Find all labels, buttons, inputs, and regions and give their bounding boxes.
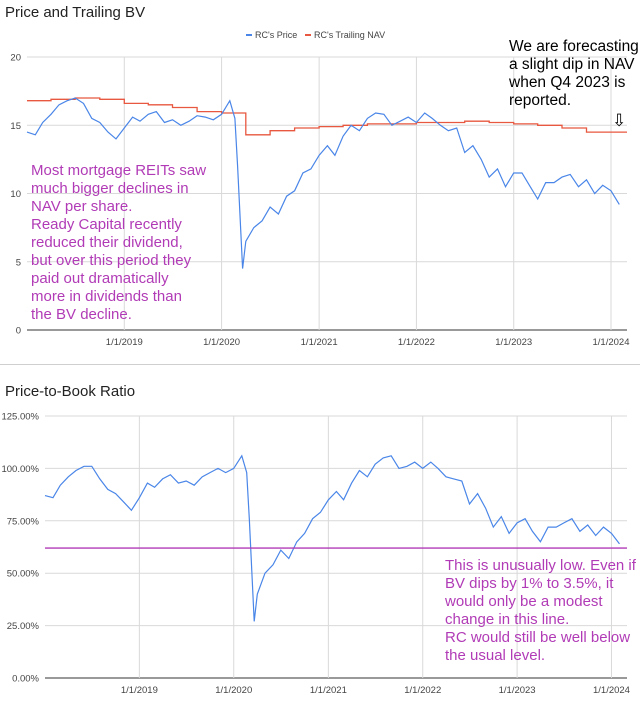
note1-line-3: NAV per share. <box>31 198 132 215</box>
reit-note-annotation: Most mortgage REITs saw much bigger decl… <box>31 162 206 323</box>
c2-y-tick-label: 0.00% <box>12 674 39 685</box>
chart2-gridlines <box>45 415 627 679</box>
forecast-annotation: We are forecasting a slight dip in NAV w… <box>508 38 639 109</box>
nav-series-line <box>27 97 627 136</box>
c2-y-tick-label: 125.00% <box>1 412 39 423</box>
forecast-line-4: reported. <box>509 92 571 109</box>
note2-line-2: BV dips by 1% to 3.5%, it <box>445 575 614 592</box>
c1-x-tick-label: 1/1/2023 <box>495 337 532 348</box>
c2-y-tick-label: 25.00% <box>7 621 40 632</box>
forecast-line-2: a slight dip in NAV <box>509 56 635 73</box>
c1-y-tick-label: 15 <box>10 121 21 132</box>
c1-y-tick-label: 20 <box>10 53 21 64</box>
c1-x-tick-label: 1/1/2022 <box>398 337 435 348</box>
note1-line-7: paid out dramatically <box>31 270 169 287</box>
c2-x-tick-label: 1/1/2022 <box>404 685 441 696</box>
c2-y-tick-label: 75.00% <box>7 516 40 527</box>
chart2-title: Price-to-Book Ratio <box>5 383 135 400</box>
c1-y-tick-label: 5 <box>16 257 21 268</box>
note1-line-9: the BV decline. <box>31 306 132 323</box>
price-to-book-chart: Price-to-Book Ratio 0.00% 25.00% 50.00% 75.… <box>1 383 636 696</box>
down-arrow-icon: ⇩ <box>612 111 626 130</box>
forecast-line-1: We are forecasting <box>509 38 639 55</box>
c2-x-tick-label: 1/1/2023 <box>499 685 536 696</box>
note1-line-6: but over this period they <box>31 252 192 269</box>
forecast-line-3: when Q4 2023 is <box>508 74 626 91</box>
note2-line-3: would only be a modest <box>444 593 603 610</box>
note1-line-1: Most mortgage REITs saw <box>31 162 206 179</box>
c1-x-tick-label: 1/1/2020 <box>203 337 240 348</box>
chart-divider <box>0 364 640 365</box>
c1-x-tick-label: 1/1/2021 <box>301 337 338 348</box>
chart1-title: Price and Trailing BV <box>5 4 145 21</box>
chart1-legend: RC's Price RC's Trailing NAV <box>246 30 385 40</box>
c1-y-tick-label: 10 <box>10 189 21 200</box>
chart1-y-tick-labels: 0 5 10 15 20 <box>10 53 21 337</box>
chart2-x-tick-labels: 1/1/2019 1/1/2020 1/1/2021 1/1/2022 1/1/2023… <box>121 685 630 696</box>
note2-line-1: This is unusually low. Even if <box>445 557 637 574</box>
note2-line-5: RC would still be well below <box>445 629 630 646</box>
note2-line-4: change in this line. <box>445 611 569 628</box>
c2-x-tick-label: 1/1/2021 <box>310 685 347 696</box>
c1-x-tick-label: 1/1/2024 <box>593 337 630 348</box>
note1-line-4: Ready Capital recently <box>31 216 182 233</box>
note1-line-8: more in dividends than <box>31 288 182 305</box>
chart2-y-tick-labels: 0.00% 25.00% 50.00% 75.00% 100.00% 125.00% <box>1 412 39 685</box>
note1-line-5: reduced their dividend, <box>31 234 183 251</box>
c2-x-tick-label: 1/1/2024 <box>593 685 630 696</box>
c2-y-tick-label: 100.00% <box>1 464 39 475</box>
legend-nav-label: RC's Trailing NAV <box>314 30 385 40</box>
c2-x-tick-label: 1/1/2019 <box>121 685 158 696</box>
legend-price-label: RC's Price <box>255 30 297 40</box>
c1-y-tick-label: 0 <box>16 326 21 337</box>
c2-x-tick-label: 1/1/2020 <box>215 685 252 696</box>
low-ratio-note-annotation: This is unusually low. Even if BV dips b… <box>444 557 637 664</box>
price-to-book-series-line <box>44 454 620 622</box>
price-series-line <box>26 97 620 269</box>
c2-y-tick-label: 50.00% <box>7 569 40 580</box>
note2-line-6: the usual level. <box>445 647 545 664</box>
note1-line-2: much bigger declines in <box>31 180 189 197</box>
chart1-x-tick-labels: 1/1/2019 1/1/2020 1/1/2021 1/1/2022 1/1/2023… <box>106 337 630 348</box>
c1-x-tick-label: 1/1/2019 <box>106 337 143 348</box>
